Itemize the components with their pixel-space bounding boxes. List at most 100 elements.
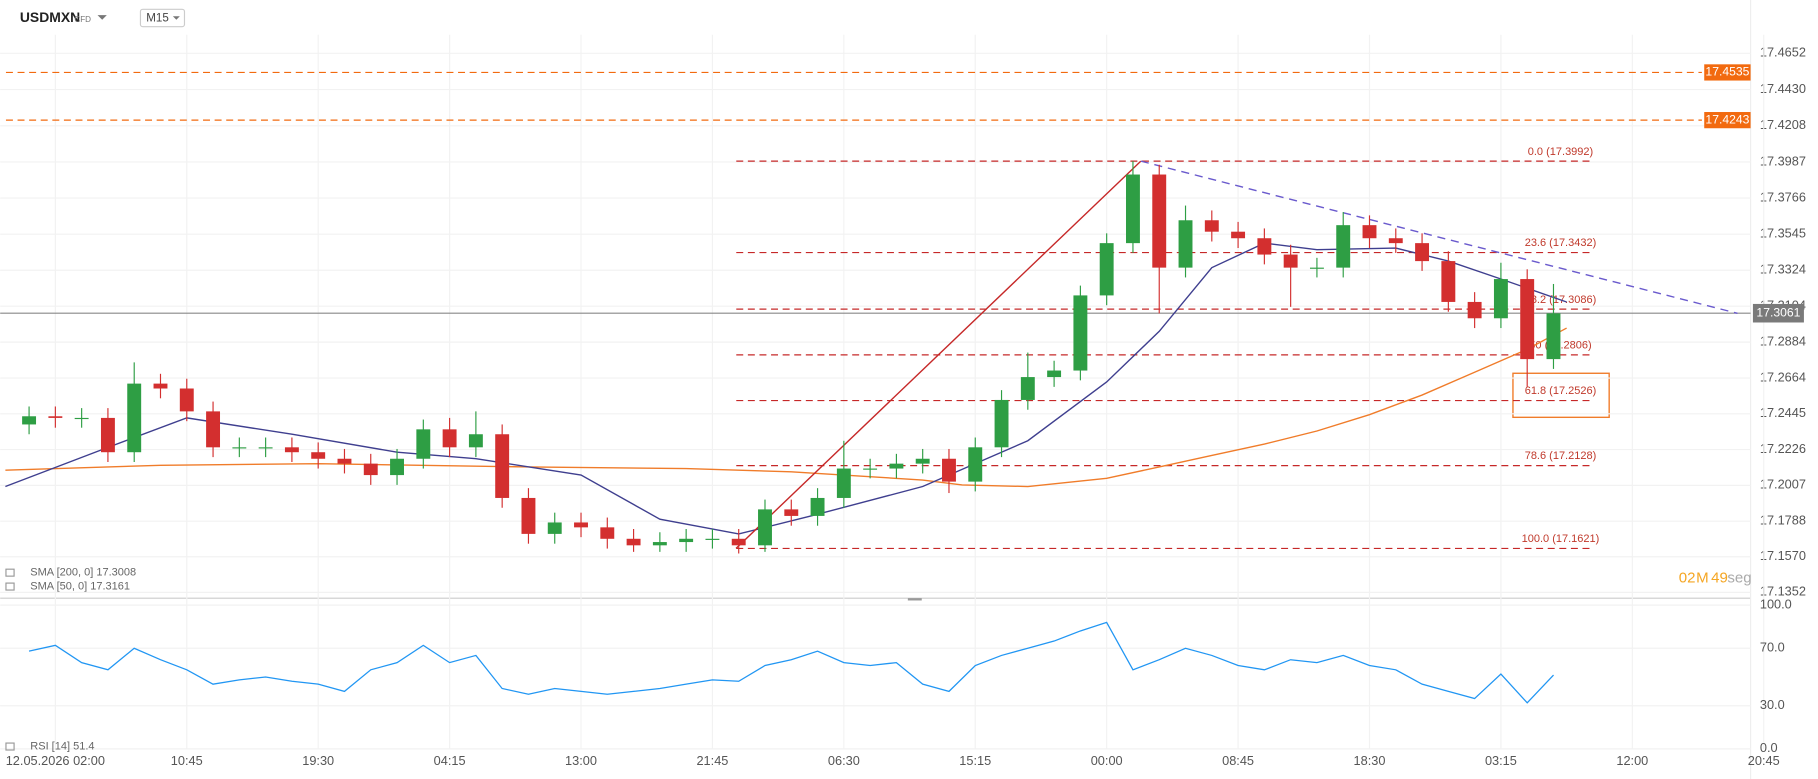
symbol-dropdown[interactable]	[97, 15, 107, 20]
rsi-legend: RSI [14] 51.4	[30, 740, 94, 752]
candle-body	[1152, 174, 1167, 268]
rsi-tick-label: 30.0	[1760, 697, 1785, 712]
rsi-tick-label: 70.0	[1760, 640, 1785, 655]
timeframe-dropdown	[172, 16, 180, 20]
x-tick-label: 03:15	[1485, 753, 1517, 768]
candle-body	[468, 434, 483, 448]
candle-body	[1415, 243, 1430, 262]
candle-body	[416, 429, 431, 459]
legend-entry: SMA [50, 0] 17.3161	[30, 580, 130, 592]
x-tick-label: 08:45	[1222, 753, 1254, 768]
x-tick-label: 21:45	[696, 753, 728, 768]
trendline	[1140, 160, 1738, 315]
legend-icon	[5, 568, 15, 577]
candle-body	[889, 463, 904, 469]
x-tick-label: 00:00	[1091, 753, 1123, 768]
candle-body	[390, 458, 404, 476]
candle-body	[74, 417, 89, 420]
y-tick-label: 17.1352	[1760, 584, 1806, 599]
candle-body	[206, 411, 221, 448]
highlight-box	[1512, 372, 1610, 419]
candle-body	[547, 522, 562, 534]
x-tick-label: 12:00	[1616, 753, 1648, 768]
level-badge	[1704, 64, 1751, 81]
fib-label: 50 (17.2806)	[1529, 339, 1591, 351]
timeframe[interactable]: M15	[146, 13, 169, 25]
candle-body	[679, 538, 694, 543]
y-tick-label: 17.3324	[1760, 262, 1806, 277]
candle-body	[1336, 225, 1351, 268]
y-tick-label: 17.2884	[1760, 333, 1806, 348]
legend-icon	[5, 582, 15, 591]
candle-body	[1204, 220, 1219, 232]
level-label: 17.4243	[1705, 112, 1749, 126]
candle-body	[994, 399, 1009, 448]
candle-body	[784, 509, 799, 516]
legend-icon	[5, 742, 15, 751]
candle-body	[758, 509, 772, 546]
x-tick-label: 13:00	[565, 753, 597, 768]
candle-body	[1493, 279, 1508, 319]
candle-body	[626, 538, 641, 546]
legend-entry: SMA [200, 0] 17.3008	[30, 567, 136, 579]
x-tick-label: 06:30	[828, 753, 860, 768]
instrument: CFD	[74, 15, 91, 24]
candle-body	[521, 497, 536, 534]
candle-body	[810, 497, 825, 516]
candle-body	[652, 542, 667, 546]
candle-body	[22, 416, 37, 425]
symbol[interactable]: USDMXN	[20, 9, 80, 25]
candle-body	[284, 447, 299, 453]
candle-body	[1283, 254, 1298, 268]
candle-body	[1099, 243, 1114, 296]
y-tick-label: 17.2007	[1760, 477, 1806, 492]
candle-body	[1125, 174, 1140, 244]
rsi-line	[28, 621, 1554, 704]
candle-body	[48, 416, 63, 418]
timer-seconds-unit: seg	[1727, 569, 1751, 586]
candle-body	[863, 468, 878, 470]
candle-body	[600, 527, 615, 539]
timer-minutes: 02	[1679, 569, 1696, 586]
candle-body	[153, 383, 168, 389]
y-tick-label: 17.1570	[1760, 548, 1806, 563]
y-tick-label: 17.4430	[1760, 81, 1806, 96]
y-tick-label: 17.2664	[1760, 369, 1806, 384]
y-tick-label: 17.4208	[1760, 117, 1806, 132]
current-price-badge	[1752, 303, 1804, 323]
candle-body	[495, 434, 510, 498]
candle-body	[1467, 301, 1482, 319]
sma-line	[5, 242, 1567, 535]
y-tick-label: 17.2445	[1760, 405, 1806, 420]
candle-body	[915, 458, 930, 464]
candle-body	[705, 538, 720, 540]
fib-label: 78.6 (17.2128)	[1525, 450, 1597, 462]
candle-body	[127, 383, 142, 453]
fib-label: 100.0 (17.1621)	[1522, 533, 1600, 545]
x-tick-label: 04:15	[434, 753, 466, 768]
y-tick-label: 17.3545	[1760, 226, 1806, 241]
fib-label: 61.8 (17.2526)	[1525, 385, 1597, 397]
candle-body	[1020, 377, 1035, 400]
candle-body	[1441, 261, 1456, 302]
candle-body	[1362, 225, 1377, 239]
candle-body	[1257, 238, 1272, 255]
timeframe-button[interactable]	[139, 8, 186, 28]
candle-body	[731, 538, 746, 546]
x-tick-label: 18:30	[1354, 753, 1386, 768]
x-tick-label: 19:30	[302, 753, 334, 768]
candle-body	[311, 452, 326, 459]
candle-body	[337, 458, 352, 464]
candle-body	[942, 458, 956, 482]
timer-seconds: 49	[1711, 569, 1728, 586]
y-tick-label: 17.4652	[1760, 45, 1806, 60]
candle-body	[258, 447, 273, 449]
candle-body	[1388, 238, 1403, 244]
candle-body	[179, 388, 194, 412]
candle-body	[442, 429, 457, 448]
rsi-tick-label: 100.0	[1760, 596, 1792, 611]
trendline	[735, 160, 1142, 549]
candle-body	[1520, 279, 1535, 360]
